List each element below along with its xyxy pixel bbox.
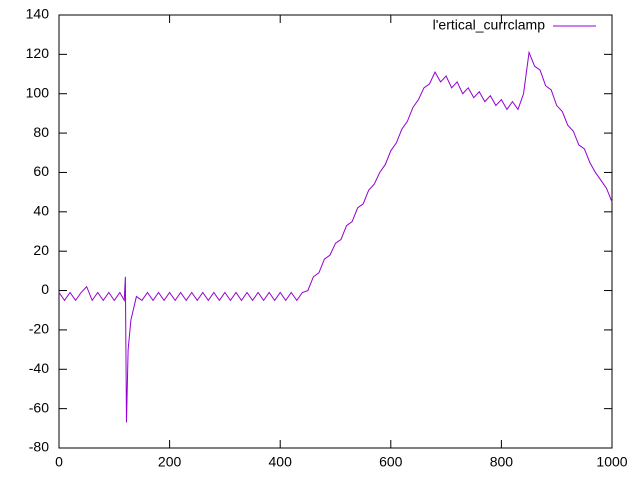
y-tick-label: 60: [33, 163, 49, 179]
y-tick-label: 40: [33, 203, 49, 219]
x-tick-label: 200: [158, 454, 182, 470]
y-tick-label: -60: [29, 399, 49, 415]
y-tick-label: -40: [29, 360, 49, 376]
plot-border: [58, 14, 613, 449]
y-tick-label: 80: [33, 124, 49, 140]
x-tick-label: 600: [379, 454, 403, 470]
y-tick-label: 140: [26, 6, 50, 22]
y-tick-label: -80: [29, 439, 49, 455]
y-tick-label: -20: [29, 321, 49, 337]
x-tick-label: 1000: [596, 454, 627, 470]
y-tick-label: 0: [41, 281, 49, 297]
y-tick-label: 20: [33, 242, 49, 258]
y-tick-label: 120: [26, 45, 50, 61]
x-tick-label: 800: [490, 454, 514, 470]
legend-label: l'ertical_currclamp: [433, 17, 546, 33]
data-line: [58, 50, 613, 423]
x-tick-label: 400: [269, 454, 293, 470]
x-tick-label: 0: [55, 454, 63, 470]
y-tick-label: 100: [26, 84, 50, 100]
